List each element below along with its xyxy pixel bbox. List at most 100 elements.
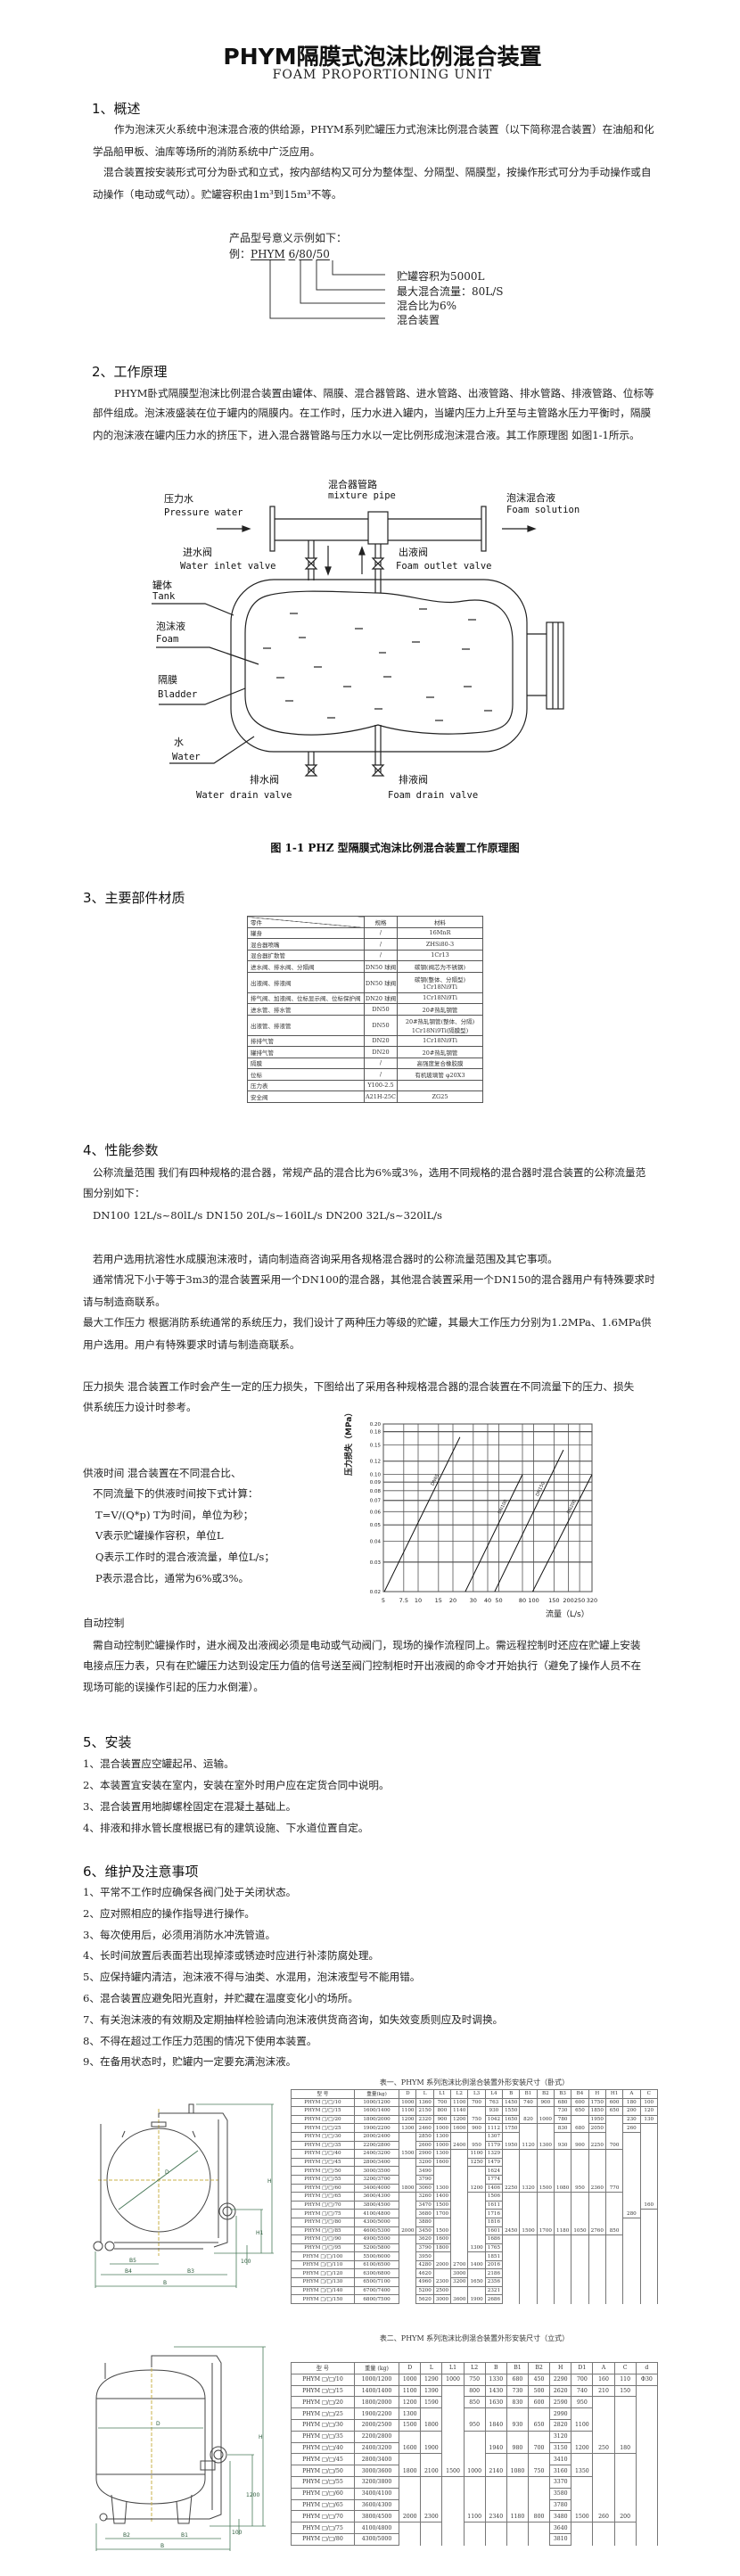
table-cell (553, 2158, 572, 2167)
table-cell: 3480 (549, 2510, 572, 2523)
table-cell (571, 2476, 594, 2489)
table-cell: 4300/5000 (353, 2217, 400, 2227)
table-cell (635, 2407, 659, 2420)
table-cell: 930 (553, 2140, 572, 2151)
table-cell (467, 2175, 486, 2185)
table-cell: 1100 (450, 2097, 469, 2108)
table-row: PHYM □/□/35 2200/2800 3120 (291, 2430, 659, 2443)
table-cell (519, 2286, 538, 2295)
table-cell (639, 2243, 659, 2252)
table-cell: 1850 (588, 2106, 606, 2116)
table-cell: 650 (604, 2106, 624, 2116)
table-cell: 1329 (484, 2149, 504, 2159)
table-cell (432, 2175, 452, 2185)
table-cell (399, 2260, 417, 2269)
table-cell (604, 2201, 624, 2210)
chart-y-axis-label: 压力损失（MPa） (345, 1408, 354, 1476)
table-cell: 3150 (549, 2441, 572, 2455)
table-cell: 2820 (549, 2418, 572, 2432)
table-cell (571, 2268, 589, 2278)
table-cell (536, 2132, 555, 2142)
table-cell (604, 2268, 624, 2278)
table-cell (506, 2499, 530, 2511)
table-cell: 2290 (549, 2373, 572, 2386)
table-cell (502, 2201, 521, 2210)
table-cell: 1479 (484, 2157, 504, 2168)
table-row: PHYM □/□/95 5200/5800 3790 1800 1300 1765 (291, 2243, 659, 2253)
table-cell: 1180 (506, 2510, 530, 2523)
table-cell: 1816 (484, 2217, 504, 2227)
table-cell (622, 2260, 641, 2269)
table-row: PHYM □/□/25 1900/2200 1300 2460 1000 1600 900 1… (291, 2123, 659, 2133)
table-cell (604, 2123, 624, 2133)
table-cell (622, 2218, 641, 2226)
table-cell (399, 2201, 417, 2210)
y-tick-label: 0.05 (370, 1523, 382, 1528)
table-cell: 1250 (467, 2157, 486, 2168)
table-cell (635, 2499, 659, 2511)
paragraph-line: 用户选用。用户有特殊要求时请与制造商联系。 (83, 1338, 300, 1351)
table-cell (588, 2294, 606, 2304)
table-cell: 930 (484, 2106, 504, 2116)
x-tick-label: 20 (449, 1597, 456, 1604)
table-cell: PHYM □/□/130 (291, 2277, 355, 2287)
dim-label: 1200 (246, 2492, 259, 2498)
table-cell (622, 2141, 641, 2150)
table-cell (604, 2234, 624, 2244)
table-cell: 2000 (399, 2226, 417, 2236)
table-cell: 6800/7500 (353, 2294, 400, 2304)
table-cell (463, 2522, 486, 2534)
model-code: 例：PHYM 6/80/50 (229, 248, 330, 260)
table-cell: 1200 (399, 2114, 417, 2125)
table-cell: PHYM □/□/15 (291, 2384, 355, 2398)
table-cell (467, 2251, 486, 2261)
dim-label: D (156, 2421, 160, 2427)
table-cell (502, 2294, 521, 2304)
table-cell (399, 2234, 417, 2244)
table-cell (553, 2166, 572, 2176)
table-cell: 1600 (432, 2234, 452, 2244)
list-item: 1、混合装置应空罐起吊、运输。 (83, 1757, 234, 1770)
table-cell (571, 2453, 594, 2465)
table-cell: 3790 (415, 2243, 434, 2253)
table-row: PHYM □/□/50 3000/3500 3490 1624 (291, 2166, 659, 2176)
paragraph-line: 公称流量范围 我们有四种规格的混合器，常规产品的混合比为6%或3%，选用不同规格… (93, 1166, 646, 1179)
list-item: 7、有关泡沫液的有效期及定期抽样检验请向泡沫液供货商咨询，如失效变质则应及时调换… (83, 2012, 504, 2026)
table-cell: 1500 (536, 2183, 555, 2193)
table-cell (450, 2166, 469, 2176)
table-cell (635, 2442, 659, 2454)
table-cell (604, 2294, 624, 2304)
y-tick-label: 0.02 (370, 1590, 381, 1595)
list-item: 6、混合装置应避免阳光直射，并贮藏在温度变化小的场所。 (83, 1992, 358, 2004)
table-cell (502, 2260, 521, 2269)
table-cell (450, 2149, 469, 2159)
table-row: PHYM □/□/110 6100/6500 4280 2000 2700 1400 201… (291, 2259, 659, 2270)
table-cell: 3620 (415, 2234, 434, 2244)
table-cell: PHYM □/□/45 (291, 2157, 355, 2168)
table-cell (613, 2533, 637, 2546)
pressure-loss-chart: 5 7.5 10 15 20 30 40 50 80 100 150 200 250 320 0.02 0.0… (370, 1422, 597, 1604)
table-cell (613, 2396, 637, 2408)
column-header: H (549, 2362, 572, 2374)
table-cell: 2300 (420, 2510, 443, 2523)
y-tick-label: 0.09 (370, 1480, 382, 1486)
table-cell: 4100/4800 (353, 2522, 400, 2534)
table-cell: 3780 (549, 2498, 572, 2512)
table-cell: 1686 (484, 2234, 504, 2244)
table-cell (588, 2192, 606, 2202)
table-cell (399, 2175, 417, 2185)
x-tick-label: 250 (574, 1597, 585, 1604)
table-cell (613, 2522, 637, 2534)
table-cell: PHYM □/□/30 (291, 2131, 355, 2142)
table-cell (613, 2488, 637, 2500)
table-cell: 820 (519, 2114, 538, 2125)
table-cell: 3600/4300 (353, 2498, 400, 2512)
table-row: PHYM □/□/45 2800/3400 3200 1600 1250 1479 (291, 2157, 659, 2168)
table-cell: 1716 (484, 2209, 504, 2218)
table-cell: 1120 (519, 2140, 538, 2151)
table-cell (441, 2522, 465, 2534)
table-cell (519, 2166, 538, 2176)
table-cell: 2990 (549, 2407, 572, 2420)
table-cell (399, 2141, 417, 2150)
table-cell (604, 2115, 624, 2124)
